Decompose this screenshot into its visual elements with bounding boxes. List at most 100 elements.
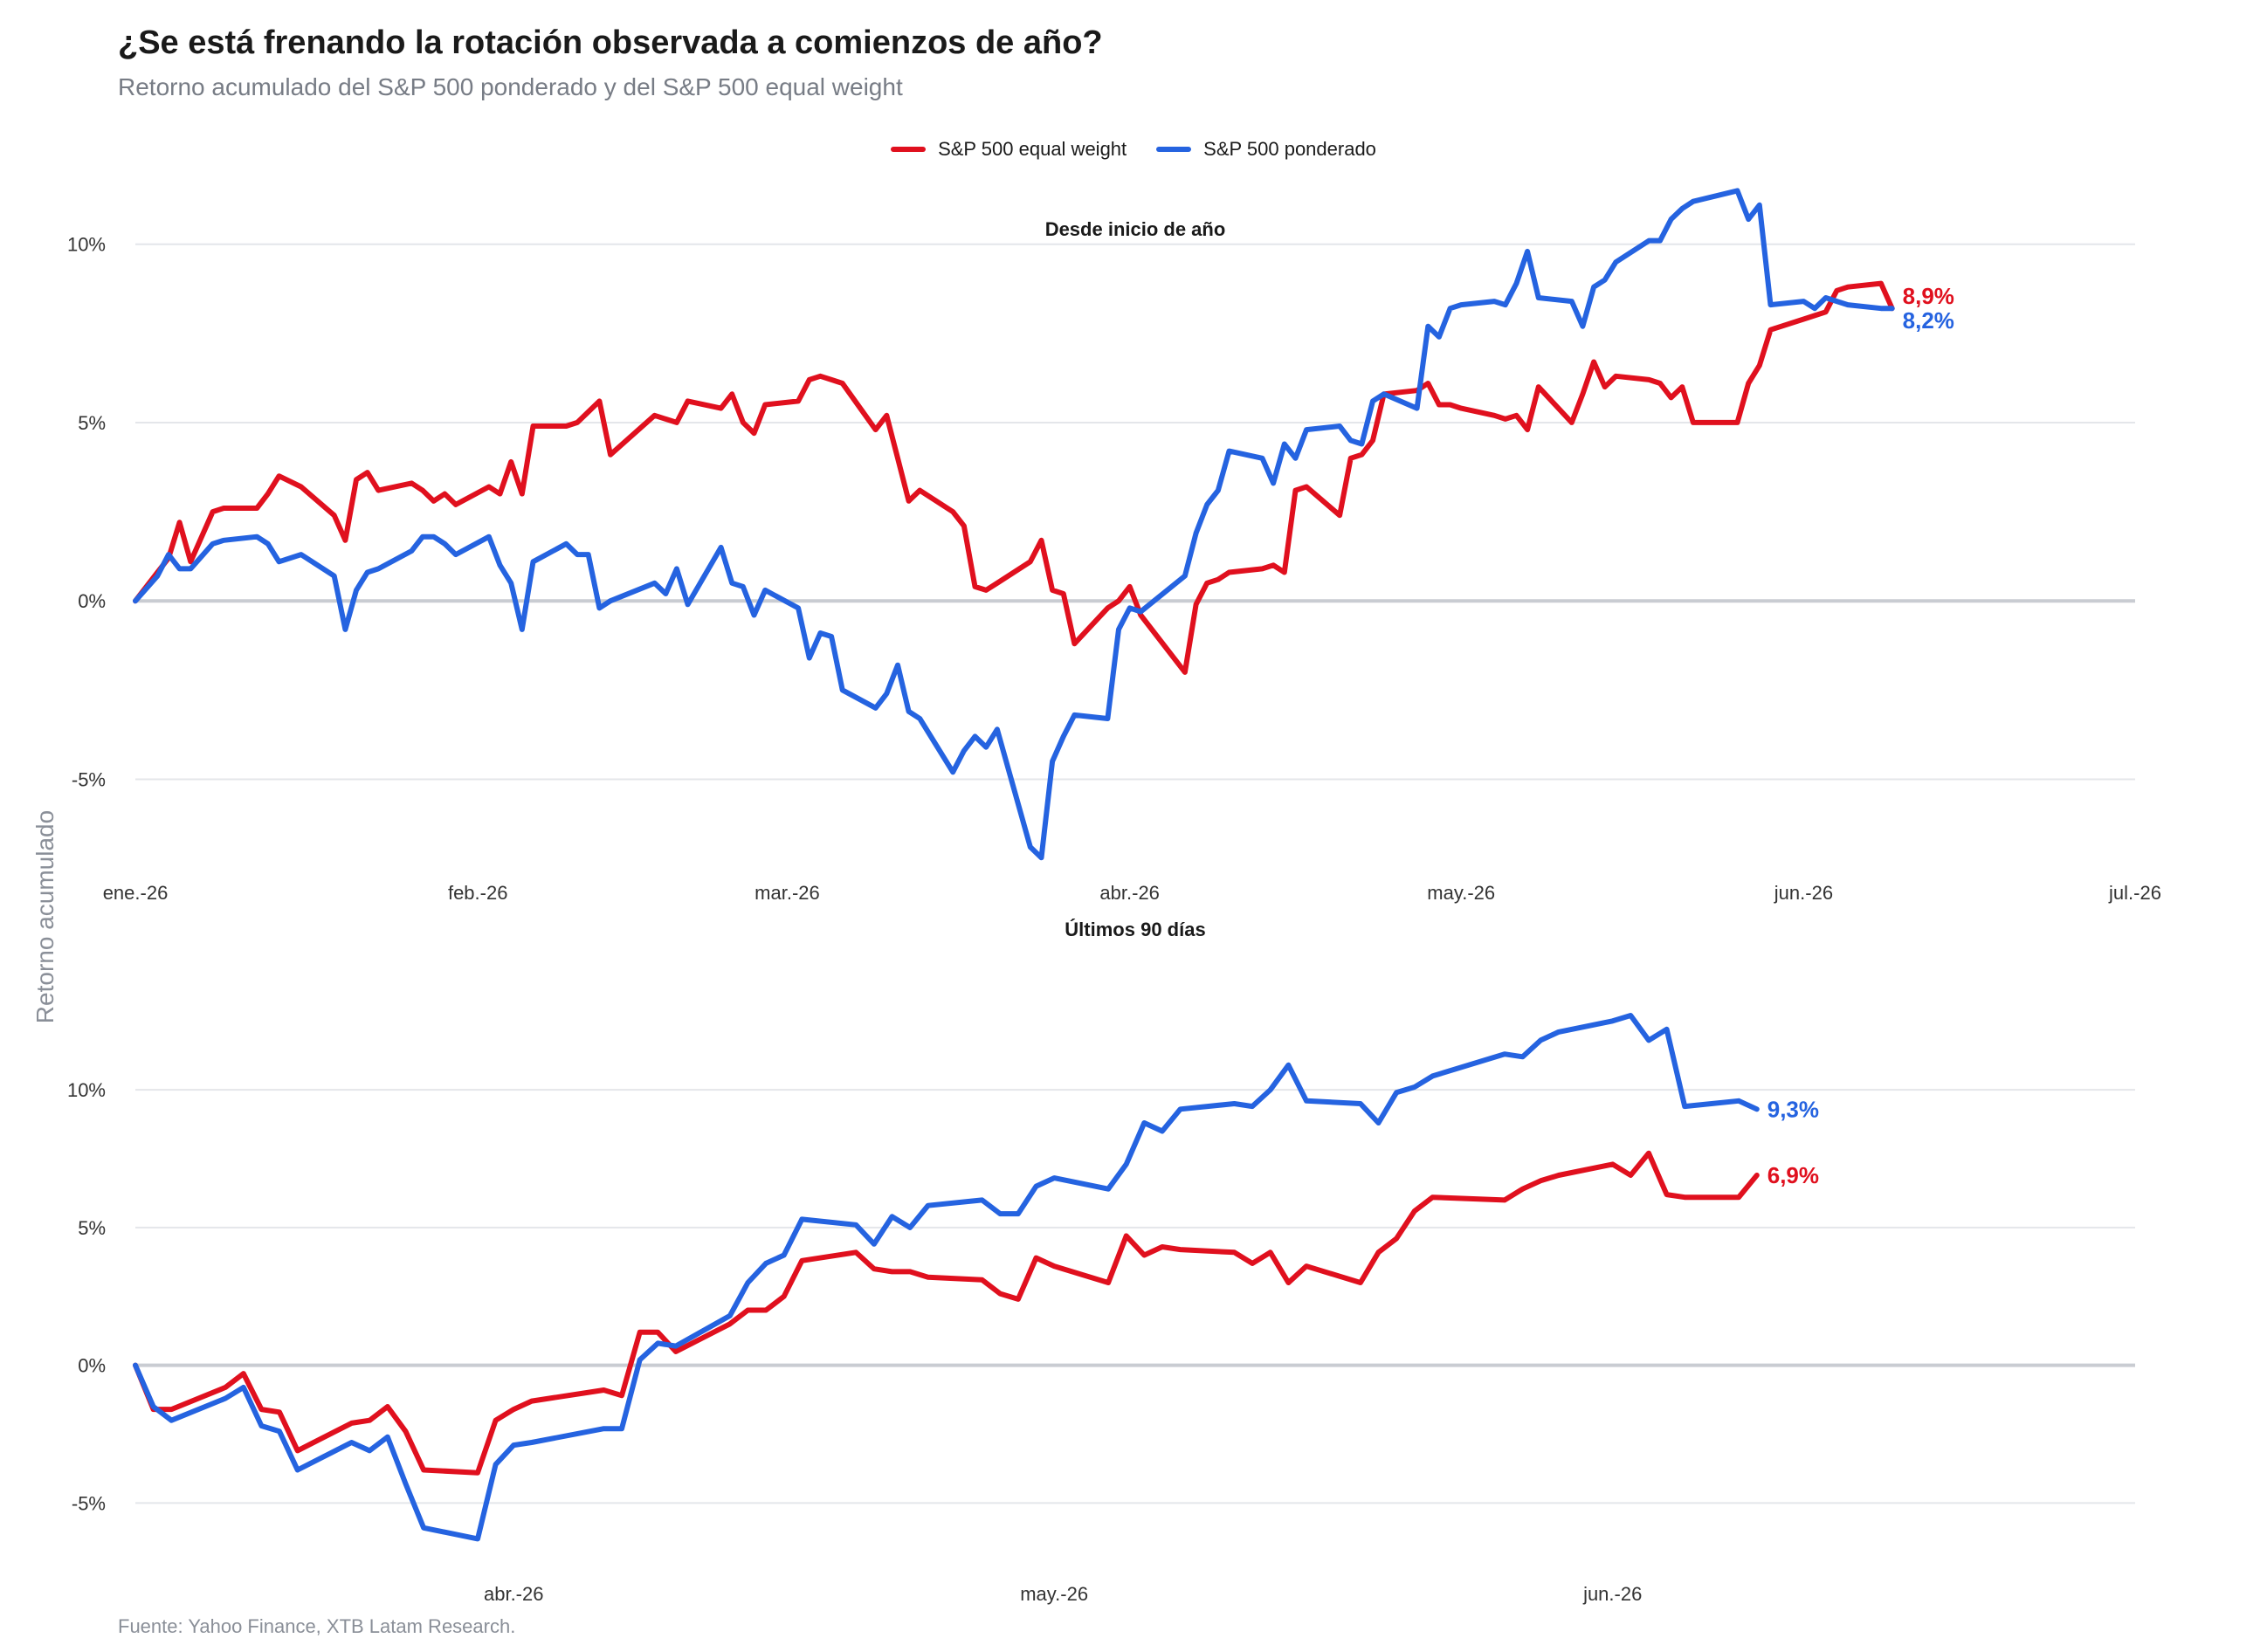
data-point-equal-weight: [1692, 421, 1695, 424]
data-point-ponderado: [169, 1419, 173, 1422]
data-point-equal-weight: [1614, 375, 1617, 378]
data-point-equal-weight: [343, 539, 347, 542]
legend-item-ponderado: S&P 500 ponderado: [1156, 138, 1376, 161]
data-point-ponderado: [1377, 1121, 1381, 1125]
data-point-equal-weight: [1051, 589, 1054, 592]
data-point-ponderado: [587, 553, 590, 556]
data-point-ponderado: [653, 582, 657, 585]
data-point-equal-weight: [1286, 1281, 1290, 1284]
data-point-ponderado: [499, 563, 502, 567]
data-point-ponderado: [1395, 1091, 1398, 1094]
data-point-equal-weight: [896, 457, 899, 460]
panel-title: Desde inicio de año: [1045, 218, 1226, 240]
data-point-equal-weight: [653, 414, 657, 417]
data-point-ponderado: [421, 535, 424, 539]
data-point-ponderado: [296, 1469, 300, 1472]
data-point-ponderado: [927, 1204, 930, 1208]
data-point-equal-weight: [1106, 1281, 1110, 1284]
data-point-equal-weight: [1647, 378, 1650, 382]
data-point-ponderado: [1271, 481, 1275, 485]
data-point-ponderado: [1269, 1088, 1272, 1091]
data-point-equal-weight: [1581, 392, 1584, 396]
data-point-equal-weight: [1459, 407, 1463, 410]
data-point-ponderado: [1142, 1121, 1146, 1125]
data-point-ponderado: [981, 1198, 984, 1201]
data-point-ponderado: [1813, 306, 1816, 310]
data-point-ponderado: [1459, 303, 1463, 306]
data-point-ponderado: [686, 602, 690, 606]
data-point-ponderado: [1692, 200, 1695, 203]
data-point-equal-weight: [403, 1429, 407, 1433]
data-point-ponderado: [782, 1253, 786, 1256]
data-point-ponderado: [1514, 282, 1518, 286]
data-point-equal-weight: [951, 510, 954, 513]
data-point-ponderado: [1305, 428, 1308, 431]
data-point-ponderado: [597, 606, 601, 609]
data-point-ponderado: [800, 1217, 803, 1221]
data-point-ponderado: [746, 1281, 749, 1284]
y-tick-label: 0%: [78, 1355, 106, 1377]
data-point-equal-weight: [1539, 1179, 1542, 1182]
data-point-equal-weight: [1802, 317, 1805, 320]
data-point-ponderado: [410, 549, 413, 553]
legend-label-ponderado: S&P 500 ponderado: [1203, 138, 1376, 160]
data-point-equal-weight: [1737, 1195, 1740, 1199]
data-point-ponderado: [1449, 306, 1452, 310]
data-point-equal-weight: [1526, 428, 1529, 431]
data-point-equal-weight: [1305, 1264, 1308, 1268]
data-point-equal-weight: [609, 453, 612, 457]
data-point-ponderado: [830, 635, 833, 638]
data-point-equal-weight: [763, 403, 767, 407]
data-point-ponderado: [1611, 1019, 1615, 1022]
data-point-ponderado: [1581, 325, 1584, 328]
data-point-ponderado: [1647, 1038, 1650, 1042]
data-point-equal-weight: [222, 506, 225, 510]
data-point-equal-weight: [368, 1419, 371, 1422]
data-point-equal-weight: [1232, 1250, 1236, 1254]
data-point-ponderado: [343, 628, 347, 631]
data-point-ponderado: [512, 1443, 515, 1447]
data-point-ponderado: [368, 1449, 371, 1452]
data-point-ponderado: [255, 535, 258, 539]
data-point-ponderado: [1106, 717, 1109, 720]
data-point-ponderado: [155, 575, 159, 578]
data-point-equal-weight: [1251, 1262, 1254, 1265]
data-point-equal-weight: [1260, 567, 1264, 570]
data-point-ponderado: [1293, 457, 1297, 460]
data-point-equal-weight: [300, 485, 303, 488]
data-point-equal-weight: [1449, 403, 1452, 407]
data-point-equal-weight: [728, 1322, 732, 1325]
data-point-equal-weight: [1283, 571, 1286, 575]
x-tick-label: feb.-26: [448, 882, 508, 904]
data-point-equal-weight: [1016, 1298, 1020, 1301]
data-point-equal-weight: [602, 1388, 605, 1392]
data-point-ponderado: [134, 599, 137, 602]
data-point-equal-weight: [531, 424, 534, 428]
data-point-ponderado: [1603, 279, 1607, 282]
data-point-ponderado: [1106, 1187, 1110, 1191]
data-point-equal-weight: [1683, 1195, 1686, 1199]
data-point-equal-weight: [1117, 599, 1120, 602]
data-point-ponderado: [1286, 1063, 1290, 1067]
data-point-equal-weight: [872, 1267, 876, 1270]
data-point-equal-weight: [908, 1270, 912, 1273]
data-point-equal-weight: [432, 499, 436, 503]
data-point-ponderado: [1537, 296, 1540, 299]
data-point-ponderado: [1592, 286, 1595, 289]
data-point-ponderado: [908, 1226, 912, 1229]
data-point-equal-weight: [918, 489, 921, 492]
data-point-equal-weight: [211, 510, 215, 513]
data-point-ponderado: [432, 535, 436, 539]
data-point-equal-weight: [454, 503, 458, 506]
data-point-ponderado: [1205, 503, 1209, 506]
data-point-equal-weight: [255, 506, 258, 510]
data-point-ponderado: [885, 692, 888, 695]
data-point-equal-weight: [1338, 513, 1341, 517]
data-point-ponderado: [638, 1358, 642, 1361]
y-tick-label: 10%: [67, 234, 106, 256]
data-point-equal-weight: [1846, 286, 1850, 289]
data-point-equal-weight: [1371, 438, 1375, 442]
data-point-ponderado: [531, 560, 534, 563]
data-point-ponderado: [962, 749, 966, 753]
data-point-ponderado: [1359, 1102, 1362, 1105]
